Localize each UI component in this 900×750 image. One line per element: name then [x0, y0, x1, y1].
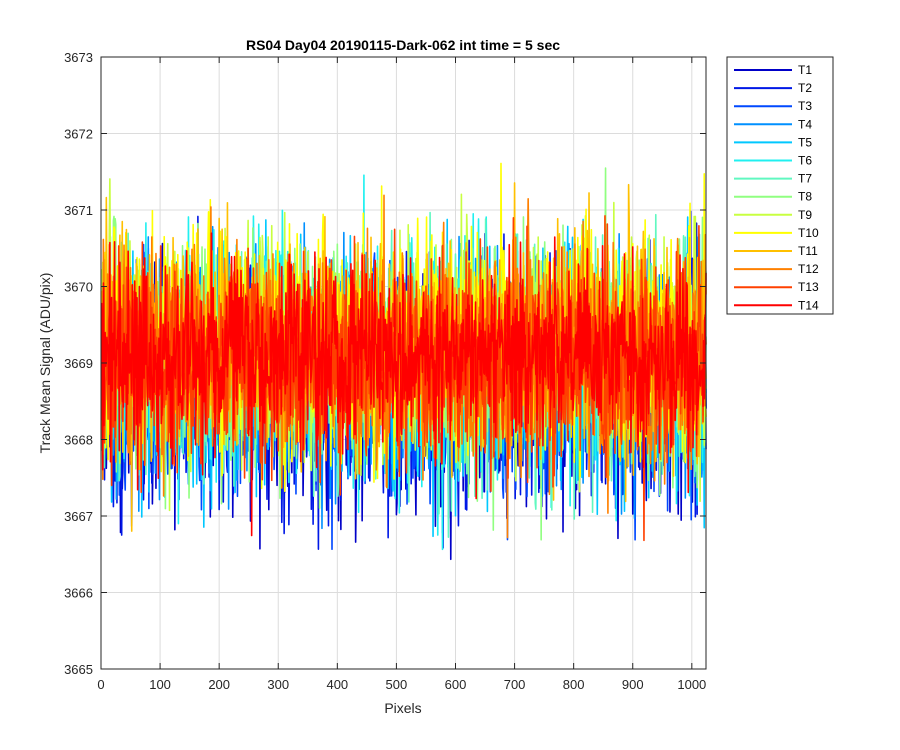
- x-tick-label: 400: [326, 677, 348, 692]
- legend-label-T6: T6: [798, 154, 812, 168]
- y-axis-title: Track Mean Signal (ADU/pix): [37, 273, 53, 454]
- ticks: [100, 56, 706, 670]
- x-tick-label: 700: [504, 677, 526, 692]
- x-tick-label: 300: [267, 677, 289, 692]
- y-tick-label: 3673: [64, 50, 93, 65]
- legend-label-T13: T13: [798, 280, 819, 294]
- legend-label-T7: T7: [798, 172, 812, 186]
- y-tick-label: 3670: [64, 280, 93, 295]
- y-tick-label: 3665: [64, 662, 93, 677]
- legend: T1 T2 T3 T4 T5 T6 T7 T8 T9 T10 T11 T12 T13 T14: [726, 56, 834, 315]
- legend-label-T8: T8: [798, 190, 812, 204]
- legend-label-T5: T5: [798, 135, 812, 149]
- series-layer: [100, 162, 707, 561]
- y-tick-label: 3672: [64, 127, 93, 142]
- x-tick-label: 900: [622, 677, 644, 692]
- legend-label-T9: T9: [798, 208, 812, 222]
- tick-labels: 0 100 200 300 400 500 600 700 800 900 1000 3665 3666…: [64, 50, 706, 692]
- x-tick-label: 100: [149, 677, 171, 692]
- legend-label-T3: T3: [798, 99, 812, 113]
- legend-label-T1: T1: [798, 63, 812, 77]
- x-axis-title: Pixels: [384, 700, 421, 716]
- legend-label-T10: T10: [798, 226, 819, 240]
- x-tick-label: 200: [208, 677, 230, 692]
- legend-label-T14: T14: [798, 298, 819, 312]
- legend-label-T11: T11: [798, 244, 818, 258]
- legend-box: [726, 56, 834, 315]
- x-tick-label: 800: [563, 677, 585, 692]
- chart-title: RS04 Day04 20190115-Dark-062 int time = …: [246, 37, 560, 53]
- x-tick-label: 600: [445, 677, 467, 692]
- legend-label-T4: T4: [798, 117, 812, 131]
- y-tick-label: 3669: [64, 356, 93, 371]
- legend-label-T2: T2: [798, 81, 812, 95]
- x-tick-label: 0: [97, 677, 104, 692]
- legend-label-T12: T12: [798, 262, 819, 276]
- y-tick-label: 3667: [64, 509, 93, 524]
- x-tick-label: 1000: [677, 677, 706, 692]
- x-tick-label: 500: [386, 677, 408, 692]
- y-tick-label: 3666: [64, 586, 93, 601]
- y-tick-label: 3668: [64, 433, 93, 448]
- y-tick-label: 3671: [64, 203, 93, 218]
- series-line-T14: [100, 232, 707, 537]
